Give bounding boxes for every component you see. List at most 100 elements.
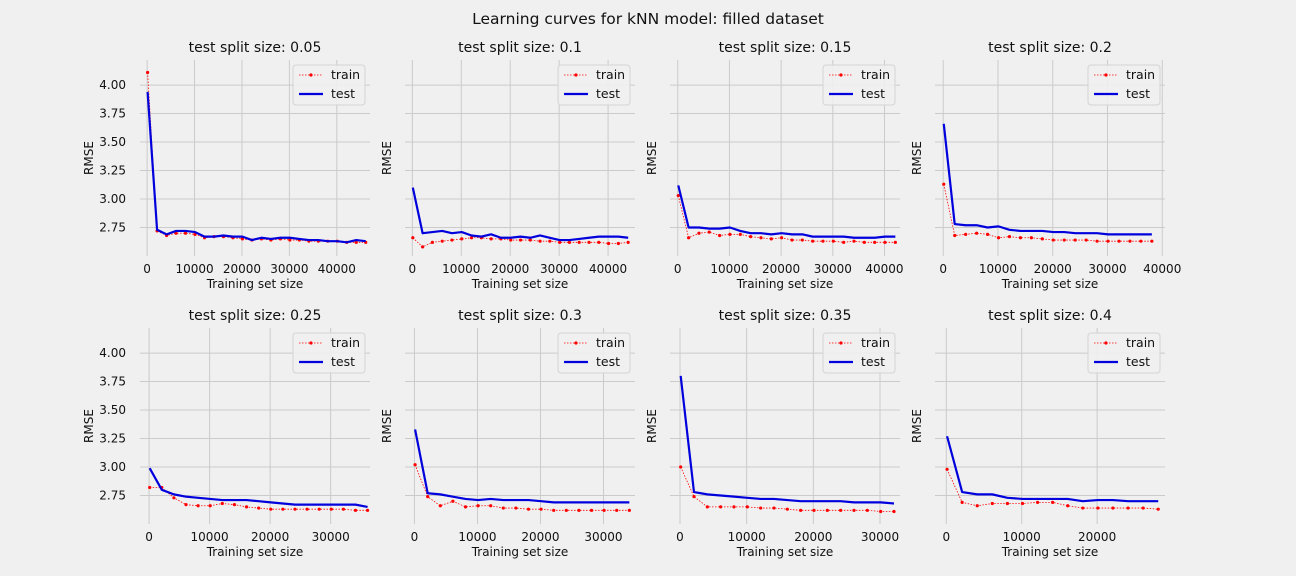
legend-label-train: train — [1126, 335, 1155, 350]
data-point-train — [1018, 236, 1023, 240]
subplot-title: test split size: 0.25 — [189, 308, 322, 324]
y-tick-label: 3.75 — [99, 375, 126, 389]
y-axis-label: RMSE — [380, 409, 394, 443]
subplot-4: test split size: 0.2 0 10000 20000 30000 4000… — [910, 40, 1181, 291]
data-point-train — [489, 504, 493, 508]
data-point-train — [597, 240, 601, 244]
series-line-test — [411, 187, 629, 242]
data-point-train — [964, 232, 968, 236]
data-point-train — [240, 237, 245, 241]
legend: train test — [557, 332, 631, 374]
series-line-train — [414, 464, 630, 511]
legend-label-train: train — [331, 335, 360, 350]
y-axis-label: RMSE — [645, 141, 659, 175]
subplot-8: test split size: 0.4 0 10000 20000Training … — [910, 308, 1165, 559]
data-point-train — [1081, 506, 1085, 510]
data-point-train — [196, 504, 200, 508]
data-point-train — [821, 239, 825, 243]
data-point-train — [975, 231, 979, 235]
legend: train test — [557, 64, 631, 106]
data-point-train — [759, 506, 763, 510]
subplot-title: test split size: 0.3 — [458, 308, 582, 324]
legend-label-train: train — [596, 335, 625, 350]
data-point-train — [463, 505, 468, 509]
data-point-train — [450, 238, 454, 242]
y-axis-label: RMSE — [380, 141, 394, 175]
data-point-train — [1051, 500, 1055, 504]
data-point-train — [602, 508, 606, 512]
subplot-title: test split size: 0.05 — [189, 40, 322, 56]
data-point-train — [1095, 239, 1099, 243]
legend-label-test: test — [1126, 86, 1150, 101]
legend: train test — [292, 332, 366, 374]
subplot-7: test split size: 0.35 0 10000 20000 30000 Tra… — [645, 308, 900, 559]
x-tick-label: 0 — [942, 530, 950, 544]
data-point-train — [883, 240, 887, 244]
data-point-train — [288, 238, 292, 242]
data-point-train — [626, 240, 630, 244]
data-point-train — [421, 245, 425, 249]
series-line-train — [943, 184, 1152, 242]
legend-marker-train — [839, 341, 843, 345]
data-point-train — [1156, 507, 1160, 511]
data-point-train — [1040, 237, 1044, 241]
x-tick-label: 10000 — [191, 530, 229, 544]
data-point-train — [873, 240, 877, 244]
y-tick-label: 3.50 — [99, 135, 126, 149]
data-point-train — [893, 240, 897, 244]
data-point-train — [1139, 239, 1143, 243]
data-point-train — [769, 237, 773, 241]
x-tick-label: 20000 — [251, 530, 289, 544]
legend-label-test: test — [331, 86, 355, 101]
data-point-train — [148, 485, 152, 490]
figure-title: Learning curves for kNN model: filled da… — [472, 10, 824, 28]
data-point-train — [1106, 239, 1110, 243]
series-line-test — [414, 429, 630, 504]
x-tick-label: 40000 — [318, 262, 356, 276]
data-point-train — [538, 239, 542, 243]
data-point-train — [799, 508, 803, 512]
data-point-train — [174, 231, 178, 235]
data-point-train — [208, 504, 212, 508]
legend: train test — [822, 332, 896, 374]
y-axis-label: RMSE — [910, 409, 924, 443]
data-point-train — [438, 504, 442, 508]
x-tick-label: 20000 — [762, 262, 800, 276]
x-tick-label: 20000 — [1078, 530, 1116, 544]
data-point-train — [1117, 239, 1121, 243]
data-point-train — [1073, 238, 1077, 242]
x-tick-label: 40000 — [865, 262, 903, 276]
x-axis-label: Training set size — [471, 277, 569, 291]
data-point-train — [676, 194, 680, 198]
x-axis-label: Training set size — [1001, 545, 1099, 559]
data-point-train — [862, 240, 866, 244]
data-point-train — [692, 495, 696, 499]
subplot-1: test split size: 0.05 0 10000 20000 30000 400… — [82, 40, 370, 291]
legend-marker-train — [839, 73, 843, 77]
data-point-train — [738, 232, 742, 236]
x-tick-label: 0 — [939, 262, 947, 276]
legend-label-train: train — [1126, 67, 1155, 82]
data-point-train — [1111, 506, 1115, 510]
legend-label-train: train — [596, 67, 625, 82]
series-line-test — [942, 123, 1152, 236]
data-point-train — [800, 238, 804, 242]
series-line-test — [148, 467, 368, 508]
x-tick-label: 0 — [411, 530, 419, 544]
y-tick-label: 2.75 — [99, 489, 126, 503]
data-point-train — [975, 504, 979, 508]
data-point-train — [172, 496, 176, 500]
data-point-train — [892, 509, 896, 514]
legend-marker-train — [574, 341, 578, 345]
y-axis-label: RMSE — [910, 141, 924, 175]
x-tick-label: 10000 — [728, 530, 766, 544]
y-tick-label: 3.25 — [99, 432, 126, 446]
x-axis-label: Training set size — [206, 545, 304, 559]
data-point-train — [718, 233, 722, 238]
data-point-train — [728, 232, 732, 236]
data-point-train — [831, 239, 835, 243]
y-tick-label: 2.75 — [99, 221, 126, 235]
data-point-train — [707, 230, 711, 234]
